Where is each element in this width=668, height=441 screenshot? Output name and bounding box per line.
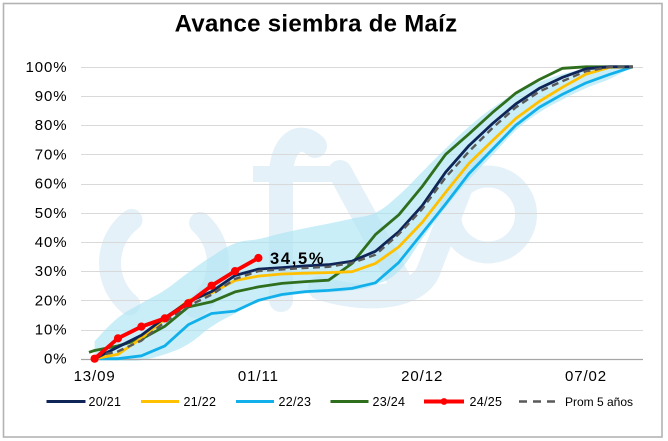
svg-text:22/23: 22/23 xyxy=(279,395,312,409)
svg-text:10%: 10% xyxy=(35,322,68,339)
svg-text:21/22: 21/22 xyxy=(184,395,217,409)
svg-text:30%: 30% xyxy=(35,263,68,280)
svg-text:Prom 5 años: Prom 5 años xyxy=(565,395,633,409)
svg-text:60%: 60% xyxy=(35,176,68,193)
svg-text:100%: 100% xyxy=(26,59,68,76)
svg-text:07/02: 07/02 xyxy=(565,368,607,385)
svg-text:40%: 40% xyxy=(35,234,68,251)
svg-text:34,5%: 34,5% xyxy=(270,250,325,268)
svg-text:0%: 0% xyxy=(44,351,67,368)
svg-text:24/25: 24/25 xyxy=(470,395,503,409)
svg-text:01/11: 01/11 xyxy=(238,368,279,385)
svg-text:20/21: 20/21 xyxy=(89,395,122,409)
svg-text:Avance siembra de Maíz: Avance siembra de Maíz xyxy=(175,11,458,38)
svg-text:70%: 70% xyxy=(35,146,68,163)
svg-text:90%: 90% xyxy=(35,88,68,105)
svg-text:80%: 80% xyxy=(35,117,68,134)
svg-text:20/12: 20/12 xyxy=(401,368,443,385)
svg-text:50%: 50% xyxy=(35,205,68,222)
svg-text:20%: 20% xyxy=(35,292,68,309)
svg-text:13/09: 13/09 xyxy=(74,368,116,385)
svg-text:23/24: 23/24 xyxy=(373,395,406,409)
